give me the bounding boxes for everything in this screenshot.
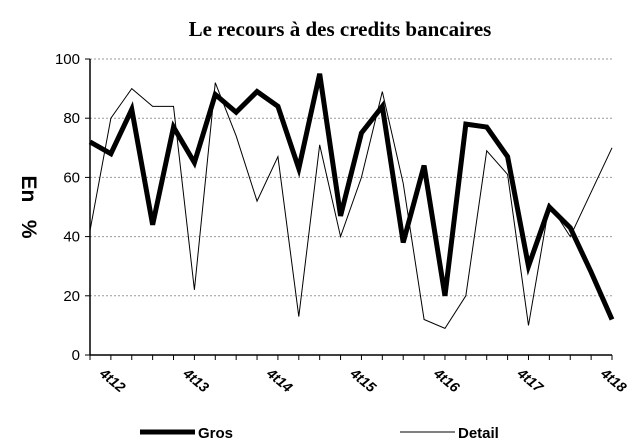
x-tick-label: 4t12: [96, 364, 129, 395]
series-line: [88, 73, 615, 321]
y-tick-label: 0: [72, 347, 80, 364]
x-tick-label: 4t15: [347, 364, 380, 395]
x-tick-label: 4t13: [180, 364, 213, 395]
chart-title: Le recours à des credits bancaires: [189, 17, 492, 41]
y-tick-label: 40: [63, 229, 80, 246]
y-tick-label: 100: [55, 51, 80, 68]
y-tick-label: 80: [63, 110, 80, 127]
y-axis-label: En %: [17, 175, 40, 238]
y-tick-label: 20: [63, 288, 80, 305]
x-tick-label: 4t16: [430, 364, 463, 395]
x-tick-label: 4t17: [514, 364, 547, 396]
x-tick-label: 4t18: [597, 364, 630, 395]
x-tick-label: 4t14: [263, 364, 296, 395]
y-tick-label: 60: [63, 169, 80, 186]
legend-label: Detail: [458, 425, 499, 441]
series-line: [89, 82, 613, 329]
legend-label: Gros: [198, 425, 233, 441]
